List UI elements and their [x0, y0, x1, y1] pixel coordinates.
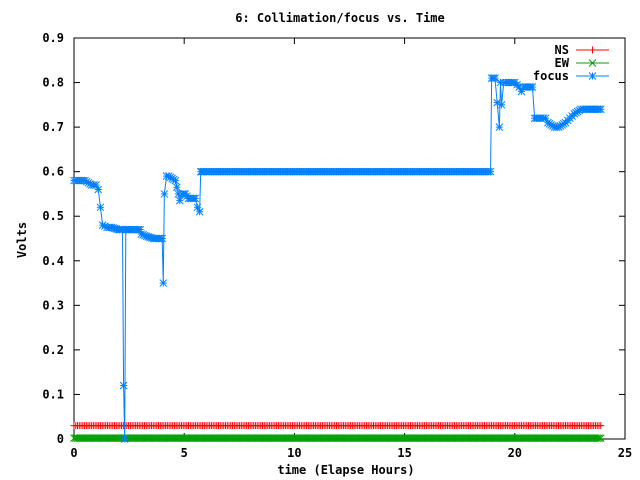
- y-tick-label: 0: [57, 432, 64, 446]
- data-point-focus: [136, 225, 144, 234]
- y-tick-label: 0.9: [42, 31, 64, 45]
- series-ns: [70, 422, 605, 430]
- data-point-focus: [119, 381, 128, 390]
- axis-ticks: 0 5 10 15 20 25 0 0.1 0.2 0.3 0.4 0.5 0.6 0.7 0.8 0.9: [42, 31, 632, 460]
- data-point-focus: [541, 114, 550, 123]
- x-tick-label: 5: [181, 446, 188, 460]
- data-point-ns: [597, 422, 605, 430]
- y-axis-label: Volts: [15, 222, 29, 258]
- data-point-focus: [191, 194, 200, 203]
- data-point-focus: [120, 435, 129, 443]
- x-tick-label: 25: [618, 446, 632, 460]
- series-line-focus: [74, 77, 601, 440]
- data-point-ew: [596, 434, 605, 442]
- data-point-focus: [159, 279, 168, 287]
- series-layer: [70, 74, 605, 443]
- x-tick-label: 15: [397, 446, 411, 460]
- series-focus: [70, 74, 605, 443]
- data-point-focus: [528, 83, 537, 91]
- y-tick-label: 0.7: [42, 120, 64, 134]
- y-tick-label: 0.6: [42, 165, 64, 179]
- legend-marker: [588, 59, 597, 67]
- legend-marker: [589, 46, 596, 54]
- data-point-focus: [172, 183, 181, 192]
- x-tick-label: 0: [70, 446, 77, 460]
- legend-label: NS: [555, 43, 569, 57]
- y-tick-label: 0.4: [42, 254, 64, 268]
- data-point-focus: [497, 100, 506, 109]
- y-tick-label: 0.3: [42, 298, 64, 312]
- data-point-focus: [160, 190, 169, 198]
- y-tick-label: 0.2: [42, 343, 64, 357]
- chart-title: 6: Collimation/focus vs. Time: [235, 11, 445, 25]
- series-ew: [70, 434, 605, 442]
- data-point-focus: [491, 74, 499, 82]
- data-point-focus: [195, 207, 204, 216]
- data-point-focus: [171, 176, 180, 185]
- x-tick-label: 20: [508, 446, 522, 460]
- data-point-focus: [96, 203, 105, 212]
- data-point-focus: [175, 196, 184, 205]
- data-point-focus: [486, 167, 495, 176]
- legend-label: EW: [555, 56, 570, 70]
- data-point-ew: [593, 434, 602, 442]
- y-tick-label: 0.8: [42, 76, 64, 90]
- data-point-focus: [596, 105, 605, 114]
- x-axis-label: time (Elapse Hours): [277, 463, 414, 477]
- data-point-focus: [158, 234, 167, 243]
- data-point-focus: [94, 185, 103, 194]
- data-point-focus: [495, 123, 504, 131]
- legend-label: focus: [533, 69, 569, 83]
- y-tick-label: 0.1: [42, 387, 64, 401]
- y-tick-label: 0.5: [42, 209, 64, 223]
- x-tick-label: 10: [287, 446, 301, 460]
- legend-marker: [588, 72, 597, 80]
- data-point-ew: [595, 434, 603, 442]
